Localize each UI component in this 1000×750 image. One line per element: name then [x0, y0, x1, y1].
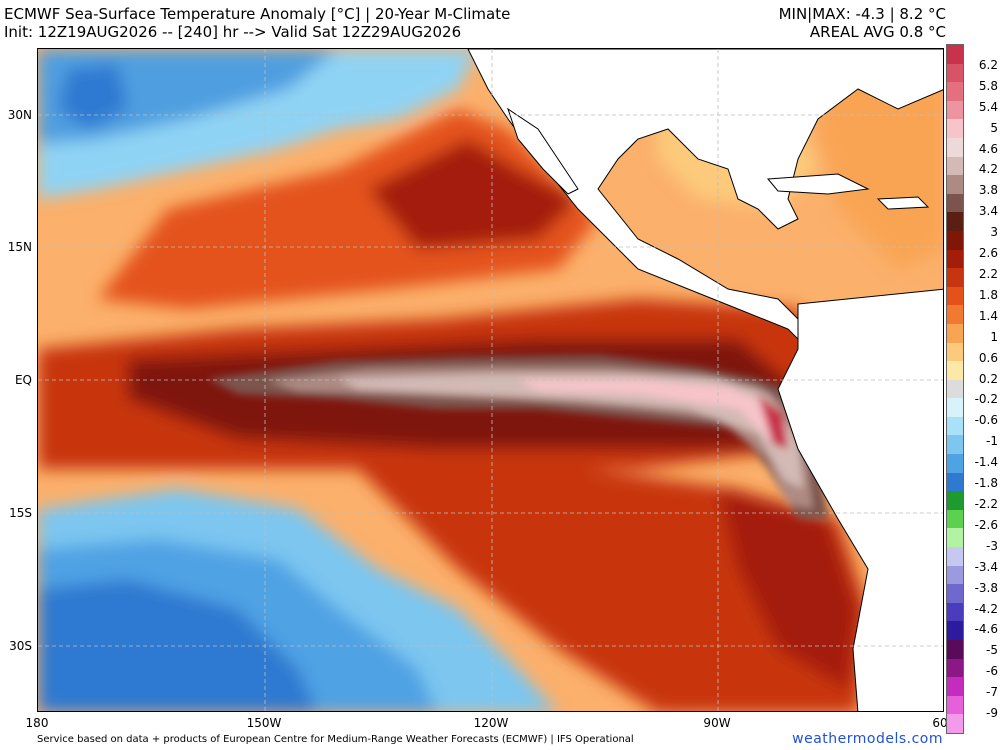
colorbar-tick-label: 2.6: [978, 246, 998, 261]
colorbar-swatch: [947, 621, 963, 640]
graticule: [38, 49, 943, 711]
colorbar-tick-label: 5.4: [978, 99, 998, 114]
lon-label-120w: 120W: [473, 716, 509, 730]
colorbar-swatch: [947, 63, 963, 83]
colorbar-tick-label: 1.4: [978, 308, 998, 323]
colorbar-tick-label: 5.8: [978, 78, 998, 93]
colorbar-tick-label: -0.6: [974, 413, 998, 428]
colorbar-swatch: [947, 677, 963, 696]
lat-label-15n: 15N: [7, 240, 32, 254]
lon-label-150w: 150W: [246, 716, 282, 730]
sst-anomaly-map: [37, 48, 944, 712]
colorbar-tick-label: -6: [986, 664, 998, 679]
colorbar-swatch: [947, 230, 963, 250]
lon-label-60: 60: [932, 716, 948, 730]
colorbar-tick-label: -2.6: [974, 517, 998, 532]
colorbar-swatch: [947, 379, 963, 399]
colorbar-swatch: [947, 398, 963, 417]
colorbar-swatch: [947, 193, 963, 213]
colorbar-swatch: [947, 45, 963, 64]
lat-label-eq: EQ: [14, 373, 32, 387]
colorbar-tick-label: -2.2: [974, 497, 998, 511]
colorbar-tick-label: 3.8: [978, 183, 998, 198]
colorbar-tick-label: 2.2: [978, 267, 998, 281]
colorbar-swatch: [947, 714, 963, 733]
colorbar-swatch: [947, 695, 963, 715]
colorbar-swatch: [947, 472, 963, 492]
colorbar-tick-label: -3.4: [974, 559, 998, 574]
colorbar-swatch: [947, 565, 963, 585]
colorbar-tick-label: -4.6: [974, 622, 998, 637]
colorbar-swatch: [947, 323, 963, 343]
colorbar-tick-label: 3.4: [978, 204, 998, 219]
colorbar-swatch: [947, 528, 963, 548]
colorbar-swatch: [947, 416, 963, 436]
colorbar-tick-label: 4.2: [978, 162, 998, 177]
lon-label-180: 180: [25, 716, 49, 730]
colorbar-swatch: [947, 658, 963, 678]
colorbar-tick-label: 1: [990, 329, 998, 344]
colorbar-tick-label: 6.2: [978, 57, 998, 72]
colorbar-swatch: [947, 584, 963, 603]
colorbar-tick-label: 0.6: [978, 350, 998, 365]
data-credit: Service based on data + products of Euro…: [37, 734, 634, 745]
lat-label-30n: 30N: [7, 108, 32, 122]
colorbar-swatch: [947, 212, 963, 231]
colorbar-swatch: [947, 305, 963, 324]
colorbar-tick-label: 4.6: [978, 141, 998, 156]
colorbar-swatch: [947, 249, 963, 269]
lat-label-30s: 30S: [9, 639, 32, 653]
colorbar-tick-label: -4.2: [974, 601, 998, 616]
colorbar-tick-label: -3: [986, 538, 998, 553]
lon-label-90w: 90W: [703, 716, 731, 730]
colorbar-tick-label: -3.8: [974, 580, 998, 595]
colorbar-swatch: [947, 137, 963, 157]
colorbar-swatch: [947, 286, 963, 306]
init-valid-time: Init: 12Z19AUG2026 -- [240] hr --> Valid…: [4, 23, 462, 41]
colorbar-tick-label: -1.8: [974, 476, 998, 491]
colorbar-swatch: [947, 361, 963, 380]
colorbar-swatch: [947, 491, 963, 510]
colorbar-swatch: [947, 509, 963, 529]
colorbar-swatch: [947, 342, 963, 362]
colorbar-swatch: [947, 547, 963, 566]
areal-average-readout: AREAL AVG 0.8 °C: [809, 23, 946, 41]
map-canvas: [38, 49, 943, 711]
site-link[interactable]: weathermodels.com: [792, 731, 943, 747]
colorbar-tick-label: -1: [986, 434, 998, 449]
colorbar-swatch: [947, 435, 963, 455]
colorbar-tick-label: -5: [986, 643, 998, 658]
colorbar-tick-label: 3: [990, 225, 998, 240]
colorbar-tick-label: -0.2: [974, 392, 998, 407]
colorbar-tick-label: 1.8: [978, 287, 998, 302]
colorbar-tick-label: -1.4: [974, 455, 998, 470]
min-max-readout: MIN|MAX: -4.3 | 8.2 °C: [778, 5, 946, 23]
colorbar-swatch: [947, 100, 963, 120]
colorbar-swatch: [947, 454, 963, 473]
land-masses: [467, 49, 943, 711]
colorbar: [946, 44, 964, 734]
colorbar-tick-label: -9: [986, 706, 998, 721]
map-title: ECMWF Sea-Surface Temperature Anomaly [°…: [4, 5, 511, 23]
colorbar-swatch: [947, 268, 963, 287]
colorbar-labels: 6.2 5.8 5.4 5 4.6 4.2 3.8 3.4 3 2.6 2.2 1.8 1.4 1 0.6 0…: [968, 44, 1000, 734]
colorbar-swatch: [947, 119, 963, 138]
colorbar-tick-label: 5: [990, 120, 998, 135]
colorbar-swatch: [947, 82, 963, 101]
colorbar-tick-label: -7: [986, 685, 998, 700]
colorbar-tick-label: 0.2: [978, 371, 998, 386]
lat-label-15s: 15S: [9, 506, 32, 520]
colorbar-swatch: [947, 602, 963, 622]
colorbar-swatch: [947, 640, 963, 659]
equatorial-core: [208, 355, 828, 519]
colorbar-swatch: [947, 175, 963, 194]
colorbar-swatch: [947, 156, 963, 176]
